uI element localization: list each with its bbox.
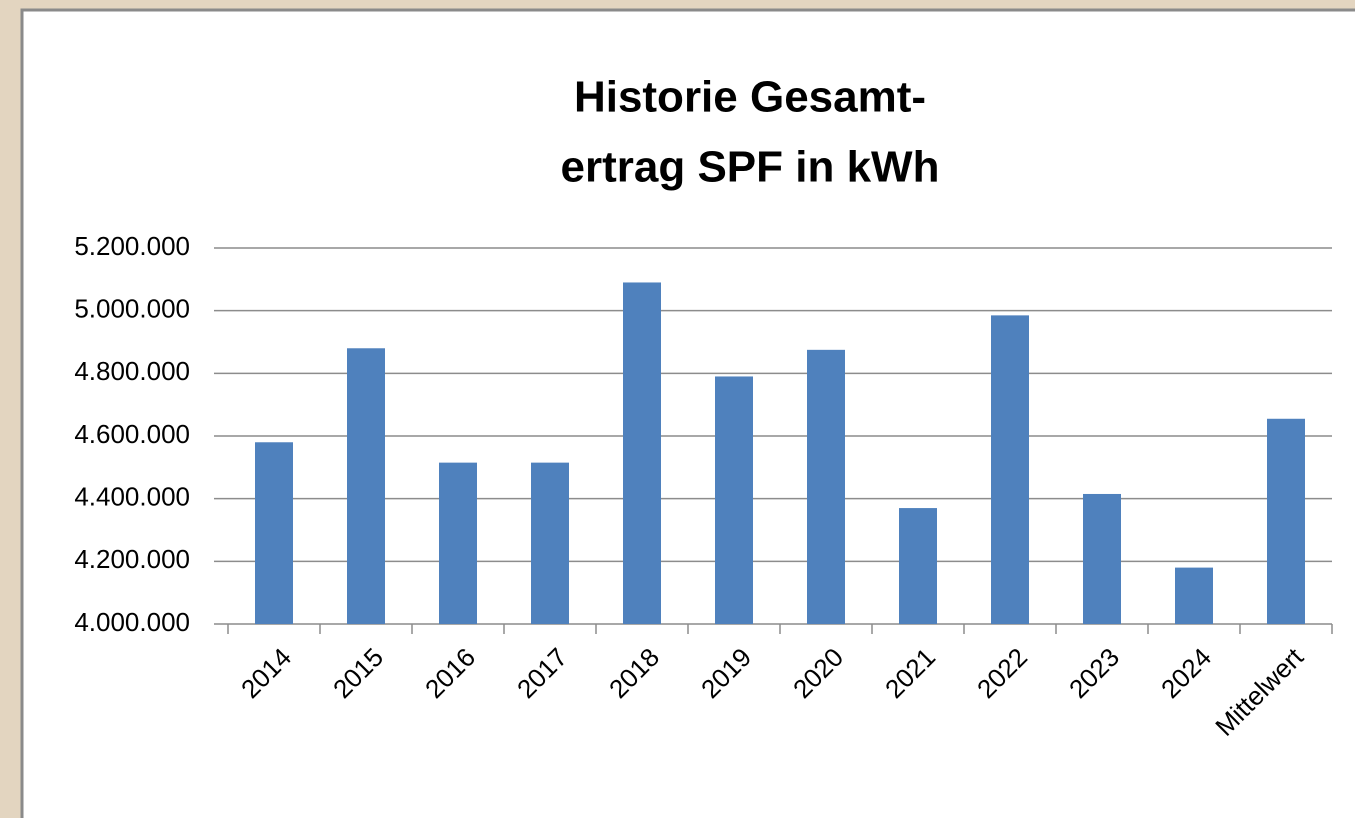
bar (991, 315, 1029, 624)
y-tick-label: 5.200.000 (74, 231, 190, 261)
chart-panel (20, 8, 1355, 818)
y-tick-label: 4.200.000 (74, 544, 190, 574)
bar (1175, 567, 1213, 624)
bar (807, 349, 845, 624)
chart-title: Historie Gesamt- (574, 73, 926, 122)
bar (531, 462, 569, 624)
bar (623, 282, 661, 624)
chart-title: ertrag SPF in kWh (561, 143, 940, 192)
bar (1083, 493, 1121, 624)
y-tick-label: 4.000.000 (74, 607, 190, 637)
bar (439, 462, 477, 624)
y-tick-label: 4.600.000 (74, 419, 190, 449)
bar (1267, 418, 1305, 624)
y-tick-label: 4.800.000 (74, 356, 190, 386)
bar (347, 348, 385, 624)
bar (715, 376, 753, 624)
bar (899, 508, 937, 624)
y-tick-label: 4.400.000 (74, 482, 190, 512)
bar (255, 442, 293, 624)
y-tick-label: 5.000.000 (74, 294, 190, 324)
